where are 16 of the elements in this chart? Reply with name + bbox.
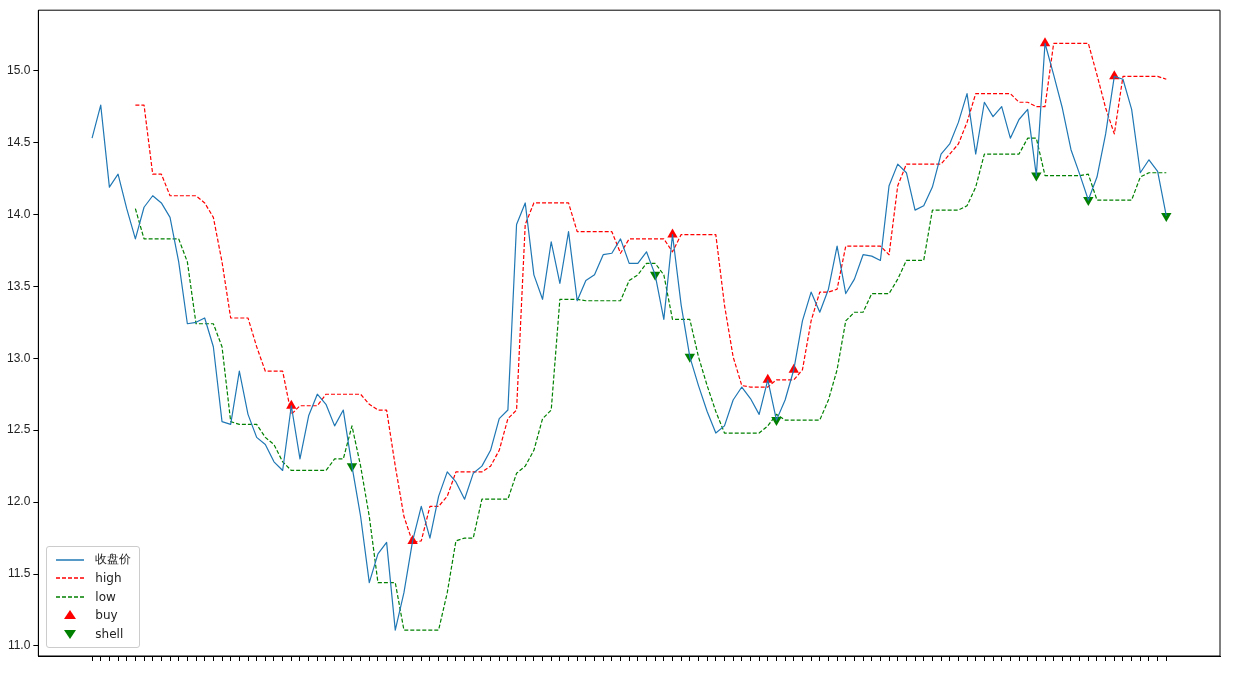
legend-label: shell	[95, 626, 124, 641]
y-tick-label: 15.0	[7, 62, 31, 77]
line-series	[134, 137, 1167, 631]
legend-label: buy	[95, 608, 118, 623]
y-tick-label: 14.0	[7, 206, 31, 221]
legend-label: high	[95, 571, 122, 586]
legend-label: low	[95, 589, 116, 604]
y-tick-label: 11.0	[7, 638, 31, 653]
y-tick-label: 13.5	[7, 278, 31, 293]
legend-label: 收盘价	[95, 551, 132, 569]
y-tick-label: 14.5	[7, 134, 31, 149]
y-tick-label: 12.0	[7, 494, 31, 509]
y-tick-label: 11.5	[7, 566, 31, 581]
line-series	[134, 42, 1167, 543]
y-tick-label: 13.0	[7, 350, 31, 365]
y-tick-label: 12.5	[7, 422, 31, 437]
